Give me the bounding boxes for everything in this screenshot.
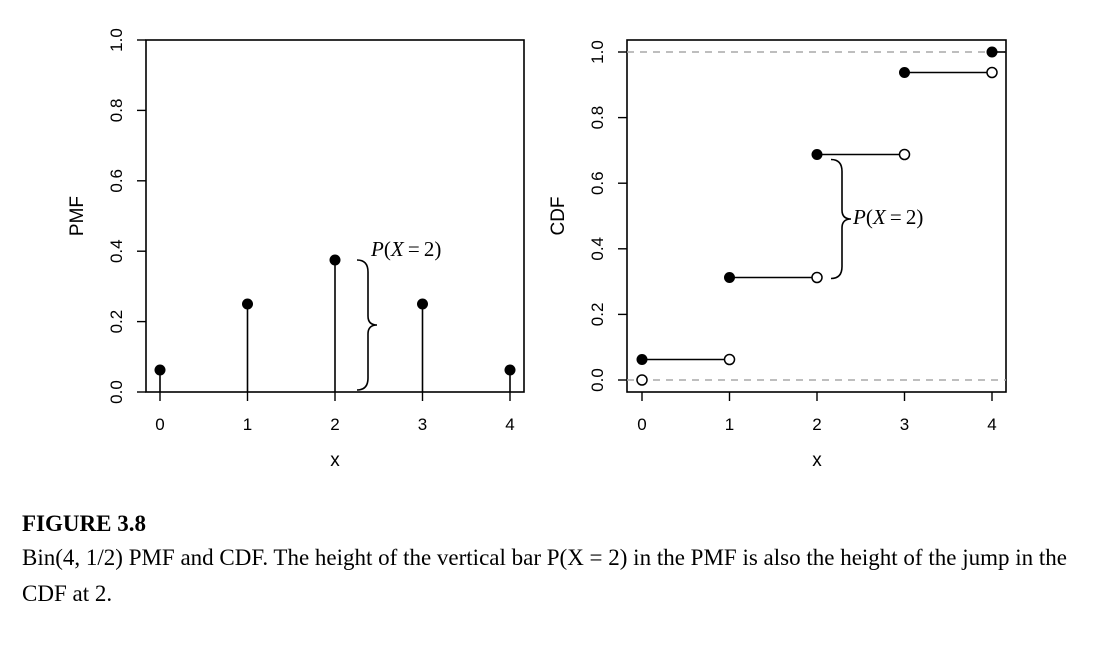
pmf-point xyxy=(329,254,341,266)
y-tick-label: 0.8 xyxy=(588,106,607,130)
pmf-point xyxy=(154,364,166,376)
figure-panels: 0 1 2 3 4 0.0 0.2 0.4 0.6 0.8 1.0 x PMF P(X = 2) 0 1 2 3 4… xyxy=(67,28,1007,471)
y-axis-label: CDF xyxy=(548,196,569,235)
x-tick-label: 4 xyxy=(987,415,996,434)
y-tick-label: 0.6 xyxy=(107,169,126,193)
y-tick-label: 0.0 xyxy=(588,368,607,392)
y-tick-label: 0.4 xyxy=(107,239,126,263)
cdf-closed-point xyxy=(636,354,648,365)
y-tick-label: 0.0 xyxy=(107,380,126,404)
caption-heading: FIGURE 3.8 xyxy=(22,511,146,536)
pmf-point xyxy=(242,298,253,310)
x-tick-label: 0 xyxy=(637,415,646,434)
y-axis-label: PMF xyxy=(67,196,88,236)
caption-body: Bin(4, 1/2) PMF and CDF. The height of t… xyxy=(22,545,1067,606)
x-tick-label: 3 xyxy=(418,415,427,434)
y-tick-label: 1.0 xyxy=(588,40,607,64)
cdf-open-point xyxy=(636,374,648,386)
x-tick-label: 4 xyxy=(505,415,514,434)
y-tick-label: 0.8 xyxy=(107,99,126,123)
pmf-point xyxy=(417,298,428,310)
x-axis-label: x xyxy=(330,450,340,471)
pmf-annotation-label: P(X = 2) xyxy=(370,237,441,261)
cdf-closed-point xyxy=(899,67,910,78)
x-tick-label: 2 xyxy=(812,415,821,434)
y-tick-label: 0.4 xyxy=(588,237,607,261)
cdf-open-point xyxy=(811,271,823,284)
y-tick-label: 0.6 xyxy=(588,171,607,195)
cdf-open-point xyxy=(723,353,736,366)
figure-caption: FIGURE 3.8 Bin(4, 1/2) PMF and CDF. The … xyxy=(22,508,1092,612)
plot-frame-1 xyxy=(626,39,1007,393)
cdf-annotation-label: P(X = 2) xyxy=(852,205,923,229)
pmf-point xyxy=(504,364,516,376)
y-tick-label: 1.0 xyxy=(107,28,126,52)
x-tick-label: 2 xyxy=(330,415,339,434)
x-tick-label: 1 xyxy=(243,415,252,434)
x-tick-label: 1 xyxy=(725,415,734,434)
x-tick-label: 0 xyxy=(155,415,164,434)
cdf-annotation-brace xyxy=(830,158,852,280)
y-tick-label: 0.2 xyxy=(107,310,126,334)
x-tick-label: 3 xyxy=(900,415,909,434)
cdf-open-point xyxy=(898,148,911,161)
cdf-closed-point xyxy=(811,149,823,160)
pmf-annotation-brace xyxy=(356,259,378,391)
y-tick-label: 0.2 xyxy=(588,303,607,327)
x-axis-label: x xyxy=(812,450,822,471)
cdf-closed-point xyxy=(986,46,998,58)
cdf-open-point xyxy=(986,66,998,79)
cdf-closed-point xyxy=(724,272,735,283)
